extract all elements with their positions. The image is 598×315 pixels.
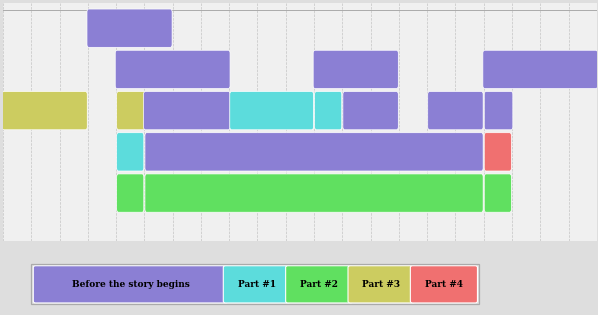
FancyBboxPatch shape — [2, 91, 87, 130]
FancyBboxPatch shape — [115, 50, 230, 89]
FancyBboxPatch shape — [145, 174, 483, 212]
FancyBboxPatch shape — [313, 50, 398, 89]
FancyBboxPatch shape — [315, 91, 341, 130]
FancyBboxPatch shape — [428, 91, 483, 130]
FancyBboxPatch shape — [343, 91, 398, 130]
FancyBboxPatch shape — [117, 91, 145, 130]
Text: Part #2: Part #2 — [300, 280, 338, 289]
FancyBboxPatch shape — [145, 133, 483, 171]
FancyBboxPatch shape — [484, 133, 511, 171]
FancyBboxPatch shape — [117, 133, 144, 171]
FancyBboxPatch shape — [483, 50, 597, 89]
FancyBboxPatch shape — [223, 266, 291, 303]
FancyBboxPatch shape — [144, 91, 230, 130]
FancyBboxPatch shape — [33, 266, 228, 303]
FancyBboxPatch shape — [286, 266, 353, 303]
FancyBboxPatch shape — [348, 266, 415, 303]
FancyBboxPatch shape — [230, 91, 313, 130]
Bar — [32, 264, 479, 304]
FancyBboxPatch shape — [410, 266, 477, 303]
FancyBboxPatch shape — [484, 91, 513, 130]
FancyBboxPatch shape — [117, 174, 144, 212]
Text: Part #4: Part #4 — [425, 280, 463, 289]
FancyBboxPatch shape — [484, 174, 511, 212]
Text: Part #1: Part #1 — [238, 280, 276, 289]
Text: Before the story begins: Before the story begins — [72, 280, 190, 289]
FancyBboxPatch shape — [87, 9, 172, 47]
Text: Part #3: Part #3 — [362, 280, 401, 289]
